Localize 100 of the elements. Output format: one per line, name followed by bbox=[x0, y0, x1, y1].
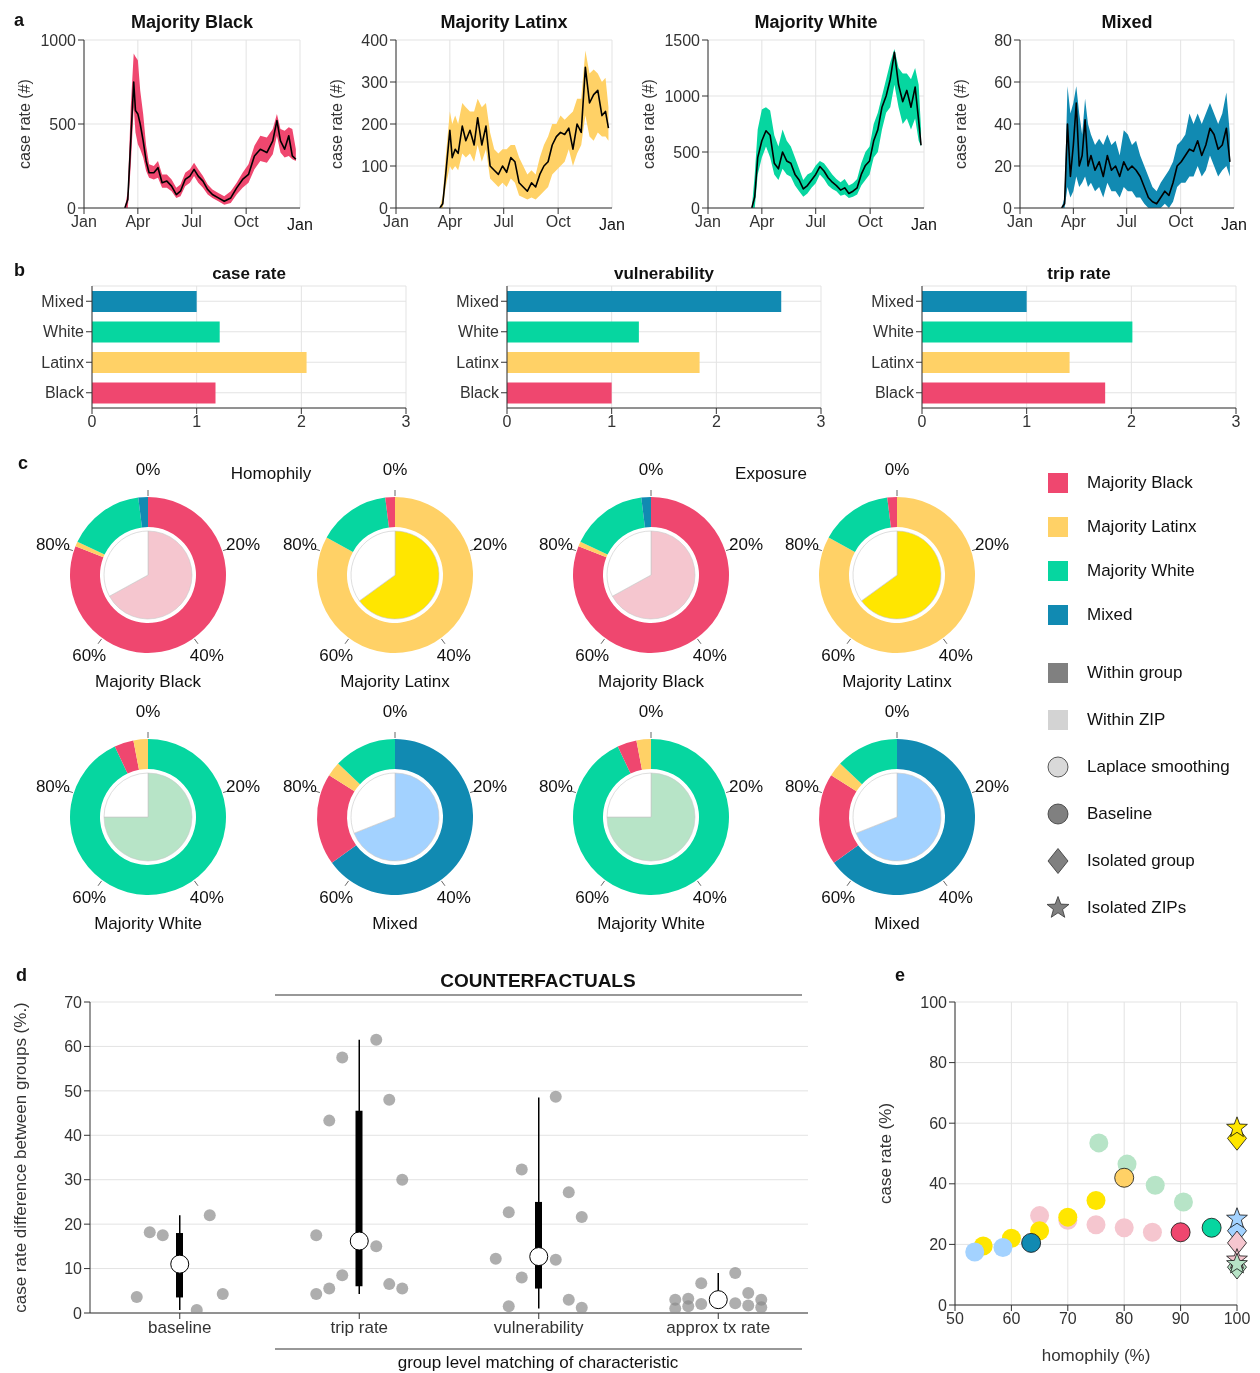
y-tick-label: 60 bbox=[929, 1114, 948, 1132]
text: 20% bbox=[729, 776, 764, 796]
y-axis-title: case rate (#) bbox=[639, 79, 657, 169]
x-tick-label: Jan bbox=[695, 213, 721, 231]
x-axis-title: homophily (%) bbox=[1041, 1346, 1151, 1365]
x-tick-label: 3 bbox=[816, 413, 826, 431]
text: 60% bbox=[319, 888, 354, 908]
x-tick-label: 3 bbox=[1231, 413, 1241, 431]
text: 60% bbox=[319, 646, 354, 666]
text: 80% bbox=[282, 534, 317, 554]
chart-title: Majority White bbox=[753, 12, 879, 33]
text: 80% bbox=[35, 534, 70, 554]
chart-title: trip rate bbox=[1046, 264, 1112, 284]
text: e bbox=[895, 965, 906, 985]
text: 60% bbox=[575, 888, 610, 908]
x-tick-label: vulnerability bbox=[493, 1318, 585, 1338]
y-tick-label: Mixed bbox=[456, 292, 499, 310]
y-tick-label: 40 bbox=[929, 1175, 948, 1193]
legend-label: Isolated group bbox=[1087, 851, 1195, 871]
text: 40% bbox=[436, 646, 471, 666]
x-tick-label: Apr bbox=[125, 213, 151, 231]
text: group level matching of characteristic bbox=[397, 1353, 679, 1372]
y-tick-label: White bbox=[43, 323, 85, 341]
y-tick-label: 1000 bbox=[40, 31, 77, 49]
text: 80% bbox=[538, 776, 573, 796]
x-tick-label: Apr bbox=[1060, 213, 1087, 231]
x-tick-label: 2 bbox=[1126, 413, 1136, 431]
x-tick-label: 70 bbox=[1058, 1310, 1077, 1328]
x-tick-label: 1 bbox=[1022, 413, 1032, 431]
text: COUNTERFACTUALS bbox=[440, 970, 636, 991]
y-tick-label: 30 bbox=[64, 1171, 83, 1189]
y-tick-label: Black bbox=[44, 384, 85, 402]
legend-label: Within ZIP bbox=[1087, 710, 1166, 730]
y-tick-label: 200 bbox=[361, 115, 389, 133]
text: 80% bbox=[35, 776, 70, 796]
x-tick-label: Apr bbox=[437, 213, 463, 231]
text: 40% bbox=[189, 646, 224, 666]
y-tick-label: Black bbox=[874, 384, 915, 402]
text: Majority Latinx bbox=[340, 672, 451, 691]
y-tick-label: Latinx bbox=[41, 353, 84, 371]
y-tick-label: 300 bbox=[361, 73, 389, 91]
text: 20% bbox=[975, 776, 1010, 796]
legend-label: Within group bbox=[1087, 663, 1183, 683]
legend-label: Majority White bbox=[1087, 561, 1195, 581]
x-tick-label: Oct bbox=[233, 213, 260, 231]
text: Exposure bbox=[735, 464, 807, 483]
x-tick-label: Oct bbox=[857, 213, 884, 231]
y-tick-label: White bbox=[873, 323, 915, 341]
x-tick-label: Jul bbox=[493, 213, 514, 231]
text: 0% bbox=[135, 701, 161, 721]
x-tick-label: baseline bbox=[148, 1318, 212, 1338]
y-tick-label: 80 bbox=[929, 1054, 948, 1072]
y-tick-label: 80 bbox=[994, 31, 1013, 49]
chart-title: vulnerability bbox=[612, 264, 716, 284]
x-tick-label: 0 bbox=[502, 413, 512, 431]
text: 40% bbox=[189, 888, 224, 908]
x-tick-label: 3 bbox=[401, 413, 411, 431]
x-tick-label: 90 bbox=[1171, 1310, 1190, 1328]
chart-title: case rate bbox=[211, 264, 287, 284]
x-tick-label: 0 bbox=[87, 413, 97, 431]
text: 40% bbox=[938, 888, 973, 908]
text: 60% bbox=[72, 646, 107, 666]
y-tick-label: 60 bbox=[994, 73, 1013, 91]
y-axis-title: case rate difference between groups (%.) bbox=[11, 1002, 31, 1313]
x-tick-label: trip rate bbox=[330, 1318, 389, 1338]
text: 0% bbox=[884, 459, 910, 479]
x-tick-label: Jul bbox=[1116, 213, 1137, 231]
text: d bbox=[16, 965, 27, 985]
y-tick-label: 100 bbox=[920, 993, 948, 1011]
x-tick-label: approx tx rate bbox=[666, 1318, 771, 1338]
text: a bbox=[14, 10, 25, 30]
text: 40% bbox=[692, 646, 727, 666]
x-tick-label: 80 bbox=[1115, 1310, 1134, 1328]
x-tick-label: 0 bbox=[917, 413, 927, 431]
x-tick-label: Jul bbox=[181, 213, 202, 231]
chart-title: Majority Latinx bbox=[439, 12, 569, 33]
x-tick-label: Jan bbox=[383, 213, 409, 231]
text: Majority Black bbox=[598, 672, 705, 691]
y-tick-label: 1500 bbox=[664, 31, 701, 49]
y-tick-label: 20 bbox=[994, 157, 1013, 175]
text: c bbox=[18, 453, 29, 473]
x-tick-label: Oct bbox=[545, 213, 572, 231]
x-tick-label: 2 bbox=[296, 413, 306, 431]
y-tick-label: Latinx bbox=[456, 353, 499, 371]
x-tick-label: 50 bbox=[946, 1310, 964, 1328]
text: b bbox=[14, 260, 25, 280]
x-tick-label: Jul bbox=[805, 213, 826, 231]
x-tick-label: Oct bbox=[1168, 213, 1194, 231]
y-tick-label: 20 bbox=[64, 1215, 83, 1233]
text: 60% bbox=[821, 888, 856, 908]
legend-label: Baseline bbox=[1087, 804, 1153, 824]
chart-title: Mixed bbox=[1100, 12, 1154, 33]
y-tick-label: Latinx bbox=[871, 353, 914, 371]
x-tick-label: 1 bbox=[607, 413, 617, 431]
y-tick-label: 1000 bbox=[664, 87, 701, 105]
y-tick-label: 500 bbox=[49, 115, 77, 133]
text: 20% bbox=[975, 534, 1010, 554]
text: 20% bbox=[473, 534, 508, 554]
text: 40% bbox=[938, 646, 973, 666]
x-tick-label: Apr bbox=[749, 213, 775, 231]
